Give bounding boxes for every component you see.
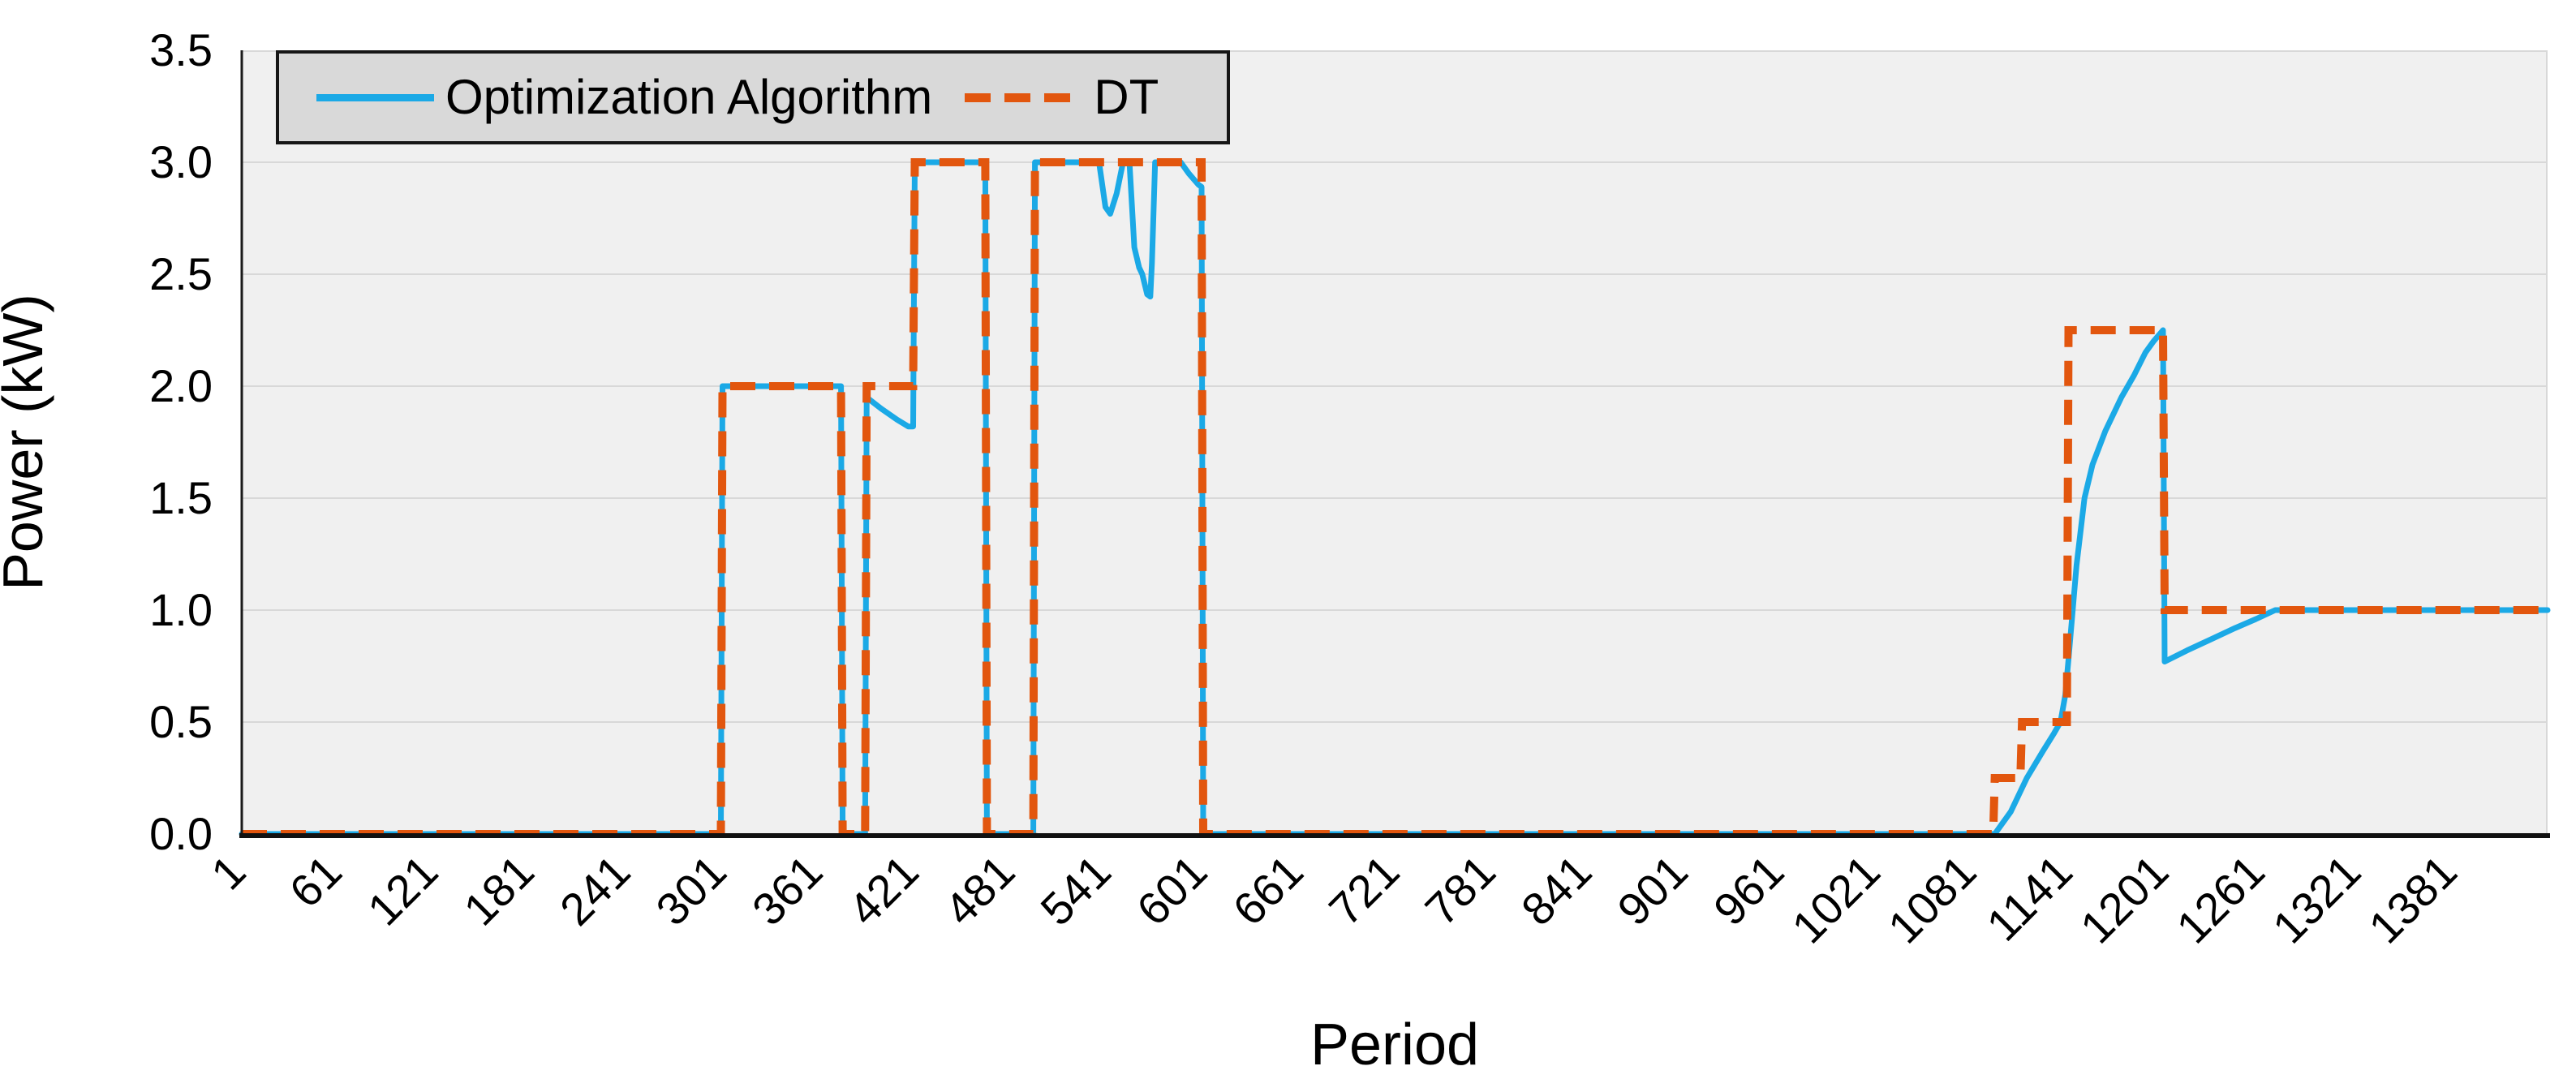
plot-background [242,50,2548,834]
x-tick-label-481: 481 [935,845,1025,935]
legend: Optimization Algorithm DT [276,50,1230,144]
y-tick-label-3: 3.0 [149,136,213,187]
gridlines [242,161,2548,723]
x-tick-label-1021: 1021 [1782,845,1890,953]
dt-line [242,158,2548,838]
y-tick-label-1.5: 1.5 [149,472,213,523]
x-tick-label-961: 961 [1704,845,1794,935]
x-tick-label-721: 721 [1319,845,1409,935]
x-tick-label-1081: 1081 [1878,845,1986,953]
x-tick-label-901: 901 [1607,845,1697,935]
y-tick-label-1: 1.0 [149,584,213,635]
axes [239,50,2550,838]
y-tick-label-2.5: 2.5 [149,248,213,299]
x-tick-label-541: 541 [1030,845,1120,935]
plot-area [242,50,2548,834]
x-tick-label-601: 601 [1127,845,1217,935]
legend-label-optimization-algorithm: Optimization Algorithm [445,70,933,124]
x-axis-title: Period [1310,1012,1479,1077]
x-tick-label-421: 421 [838,845,928,935]
x-tick-label-1261: 1261 [2166,845,2274,953]
x-tick-label-361: 361 [742,845,832,935]
y-tick-label-0: 0.0 [149,808,213,859]
legend-label-dt: DT [1094,70,1159,124]
y-axis-title: Power (kW) [0,294,54,591]
x-tick-label-121: 121 [358,845,448,935]
x-tick-label-301: 301 [646,845,736,935]
y-tick-label-3.5: 3.5 [149,24,213,75]
x-tick-label-1381: 1381 [2359,845,2466,953]
dt-line-swatch [965,92,1083,102]
x-tick-label-1321: 1321 [2263,845,2371,953]
y-tick-label-2: 2.0 [149,360,213,411]
x-tick-label-841: 841 [1512,845,1602,935]
x-tick-label-181: 181 [454,845,544,935]
x-tick-label-1141: 1141 [1976,845,2082,951]
x-tick-label-241: 241 [550,845,640,935]
legend-item-optimization-algorithm: Optimization Algorithm [316,73,932,122]
x-tick-label-781: 781 [1415,845,1505,935]
x-tick-label-1201: 1201 [2071,845,2178,953]
legend-item-dt: DT [965,73,1159,122]
x-tick-label-61: 61 [279,845,351,918]
optimization-line-swatch [316,93,434,101]
x-tick-label-661: 661 [1223,845,1313,935]
y-tick-label-0.5: 0.5 [149,696,213,747]
series-lines [239,158,2551,838]
